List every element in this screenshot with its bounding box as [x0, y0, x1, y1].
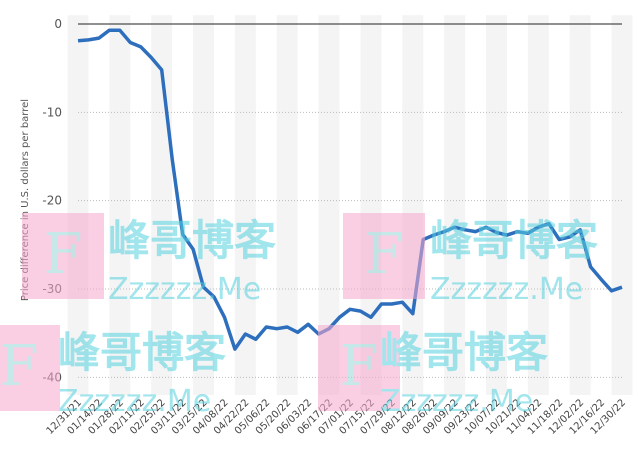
band: [193, 15, 214, 395]
watermark: F 峰哥博客 Zzzzzz.Me: [22, 213, 276, 307]
band: [402, 15, 424, 395]
band: [527, 15, 549, 395]
band: [486, 15, 507, 395]
watermark-name: 峰哥博客: [58, 328, 226, 377]
band: [569, 15, 591, 395]
y-tick-label: 0: [54, 17, 62, 31]
watermark-site: Zzzzzz.Me: [58, 384, 211, 419]
watermark-name: 峰哥博客: [108, 216, 276, 265]
watermark-box: [0, 325, 60, 411]
watermark-box: [318, 325, 400, 411]
watermark-box: [22, 213, 104, 299]
watermark-logo: F: [340, 334, 379, 399]
y-tick-label: -20: [42, 194, 62, 208]
watermark: F 峰哥博客 Zzzzzz.Me: [318, 325, 548, 419]
band: [611, 15, 633, 395]
watermark-name: 峰哥博客: [380, 328, 548, 377]
y-axis-label: Price difference in U.S. dollars per bar…: [20, 99, 31, 301]
watermark-logo: F: [0, 334, 38, 399]
watermark-logo: F: [44, 222, 83, 287]
watermark-logo: F: [365, 222, 404, 287]
band: [276, 15, 298, 395]
watermark-site: Zzzzzz.Me: [430, 272, 583, 307]
band: [109, 15, 131, 395]
band: [444, 15, 466, 395]
band: [234, 15, 256, 395]
watermark: F 峰哥博客 Zzzzzz.Me: [0, 325, 226, 419]
watermark-site: Zzzzzz.Me: [380, 384, 533, 419]
band: [360, 15, 382, 395]
watermark: F 峰哥博客 Zzzzzz.Me: [343, 213, 598, 307]
watermark-site: Zzzzzz.Me: [108, 272, 261, 307]
watermark-name: 峰哥博客: [430, 216, 598, 265]
data-line: [77, 28, 623, 351]
watermark-box: [343, 213, 425, 299]
band: [67, 15, 89, 395]
y-tick-label: -10: [42, 105, 62, 119]
band: [318, 15, 340, 395]
